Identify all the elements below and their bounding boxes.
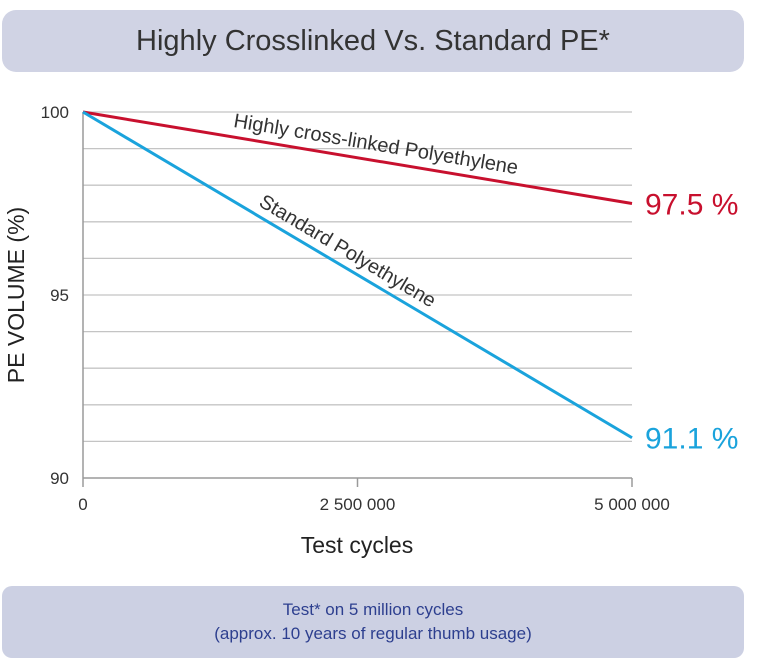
grid-lines [83, 111, 632, 443]
series-line [82, 110, 633, 205]
series-end-value-label: 91.1 % [645, 423, 738, 456]
y-tick-label: 95 [50, 286, 69, 305]
axes [82, 112, 633, 487]
x-tick-label: 2 500 000 [320, 495, 396, 514]
footnote-box: Test* on 5 million cycles (approx. 10 ye… [2, 586, 744, 658]
series-name-label: Standard Polyethylene [255, 191, 439, 313]
chart-title-banner: Highly Crosslinked Vs. Standard PE* [2, 10, 744, 72]
y-axis-title: PE VOLUME (%) [3, 207, 29, 383]
x-tick-label: 0 [78, 495, 87, 514]
x-tick-label: 5 000 000 [594, 495, 670, 514]
tick-labels: 90 95 100 0 2 500 000 5 000 000 [41, 103, 670, 514]
footnote-line-1: Test* on 5 million cycles [282, 600, 464, 619]
chart-title: Highly Crosslinked Vs. Standard PE* [136, 24, 610, 57]
series-line [82, 110, 633, 440]
y-tick-label: 90 [50, 469, 69, 488]
y-tick-label: 100 [41, 103, 69, 122]
series-end-value-label: 97.5 % [645, 189, 738, 222]
x-axis-title: Test cycles [301, 532, 413, 558]
footnote-line-2: (approx. 10 years of regular thumb usage… [214, 624, 532, 643]
